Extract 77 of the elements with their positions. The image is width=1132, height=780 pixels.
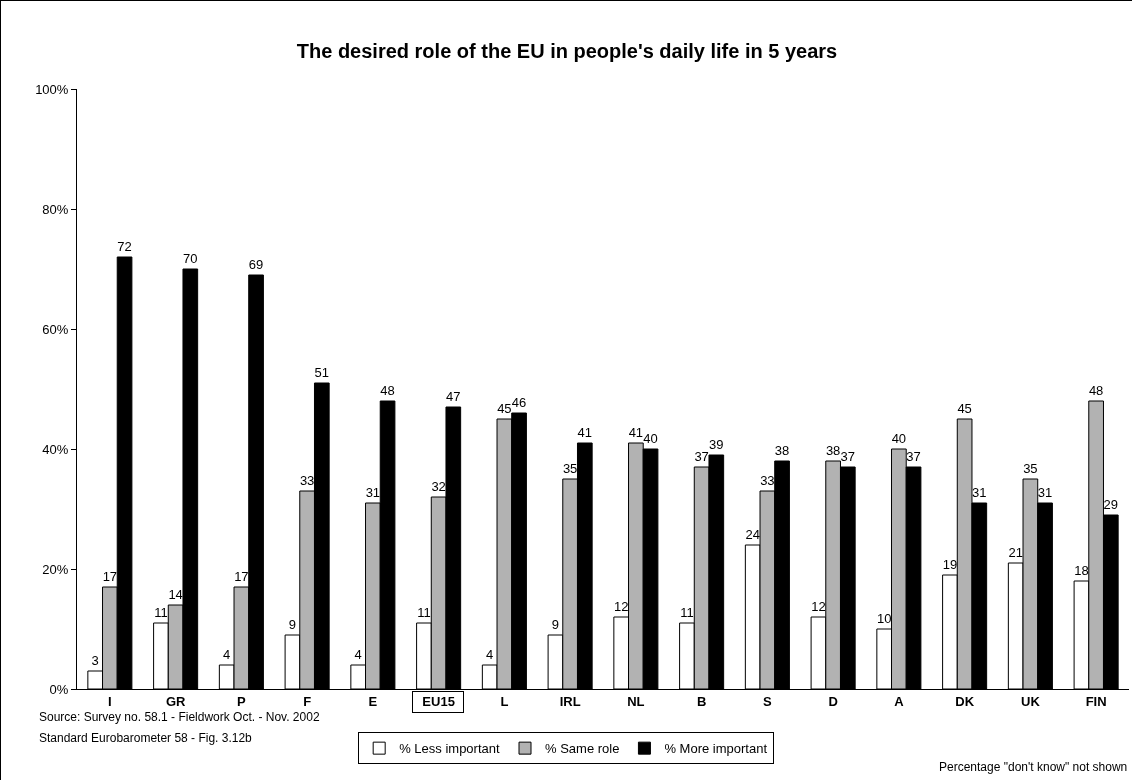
- data-label: 10: [876, 611, 892, 626]
- text: Standard Eurobarometer 58 - Fig. 3.12b: [39, 731, 253, 745]
- data-label: 14: [168, 587, 183, 602]
- data-label: 12: [811, 599, 826, 614]
- data-label: 11: [417, 605, 431, 620]
- y-tick-label: 80%: [42, 201, 69, 217]
- data-label: 45: [957, 401, 972, 416]
- x-tick-label: L: [500, 693, 509, 709]
- data-label: 29: [1103, 497, 1119, 512]
- data-label: 17: [102, 569, 118, 584]
- data-label: 24: [745, 527, 760, 542]
- data-label: 33: [760, 473, 775, 488]
- data-label: 11: [154, 605, 168, 620]
- data-label: 51: [314, 365, 330, 380]
- data-label: 69: [248, 257, 264, 272]
- data-label: 48: [380, 383, 395, 398]
- legend-label: % More important: [664, 741, 768, 757]
- x-tick-label: NL: [627, 693, 645, 709]
- x-tick-label: EU15: [422, 693, 455, 709]
- data-label: 18: [1074, 563, 1089, 578]
- data-label: 19: [942, 557, 958, 572]
- text: Percentage "don't know" not shown: [939, 760, 1128, 774]
- data-label: 4: [354, 647, 362, 662]
- data-label: 32: [431, 479, 446, 494]
- data-label: 40: [643, 431, 658, 446]
- data-label: 12: [613, 599, 629, 614]
- x-tick-label: UK: [1020, 693, 1041, 709]
- data-label: 47: [446, 389, 461, 404]
- data-label: 37: [840, 449, 856, 464]
- x-tick-label: DK: [955, 693, 975, 709]
- data-label: 38: [774, 443, 790, 458]
- chart-title: The desired role of the EU in people's daily life in 5 years: [296, 39, 838, 62]
- data-label: 4: [223, 647, 231, 662]
- data-label: 41: [628, 425, 644, 440]
- data-label: 31: [365, 485, 381, 500]
- data-label: 38: [825, 443, 841, 458]
- data-label: 35: [562, 461, 578, 476]
- source-note: Source: Survey no. 58.1 - Fieldwork Oct. - Nov. 2002: [39, 710, 320, 724]
- data-label: 72: [117, 239, 132, 254]
- x-tick-label: GR: [165, 693, 186, 709]
- x-tick-label: F: [303, 693, 312, 709]
- x-tick-label: P: [237, 693, 247, 709]
- data-label: 41: [577, 425, 593, 440]
- data-label: 11: [680, 605, 694, 620]
- x-tick-label: B: [696, 693, 707, 709]
- y-tick-label: 0%: [49, 681, 69, 697]
- data-label: 4: [486, 647, 494, 662]
- legend-label: % Less important: [399, 741, 500, 757]
- x-tick-label: FIN: [1085, 693, 1107, 709]
- data-label: 9: [288, 617, 297, 632]
- y-tick-label: 100%: [35, 81, 69, 97]
- data-label: 3: [91, 653, 99, 668]
- legend-label: % Same role: [545, 741, 620, 757]
- data-label: 31: [1037, 485, 1053, 500]
- y-tick-label: 20%: [42, 561, 69, 577]
- y-tick-label: 40%: [42, 441, 69, 457]
- data-label: 35: [1023, 461, 1038, 476]
- data-label: 9: [551, 617, 560, 632]
- x-tick-label: D: [828, 693, 838, 709]
- data-label: 46: [511, 395, 527, 410]
- data-label: 21: [1008, 545, 1023, 560]
- data-label: 48: [1088, 383, 1104, 398]
- data-label: 17: [234, 569, 249, 584]
- x-tick-label: S: [763, 693, 773, 709]
- data-label: 39: [709, 437, 724, 452]
- data-label: 45: [497, 401, 512, 416]
- data-label: 37: [906, 449, 921, 464]
- x-tick-label: E: [368, 693, 378, 709]
- data-label: 37: [694, 449, 709, 464]
- y-tick-label: 60%: [42, 321, 69, 337]
- data-label: 70: [183, 251, 198, 266]
- data-label: 31: [972, 485, 987, 500]
- x-tick-label: IRL: [559, 693, 581, 709]
- data-label: 33: [299, 473, 315, 488]
- x-tick-label: A: [894, 693, 905, 709]
- data-label: 40: [891, 431, 907, 446]
- x-tick-label: I: [108, 693, 112, 709]
